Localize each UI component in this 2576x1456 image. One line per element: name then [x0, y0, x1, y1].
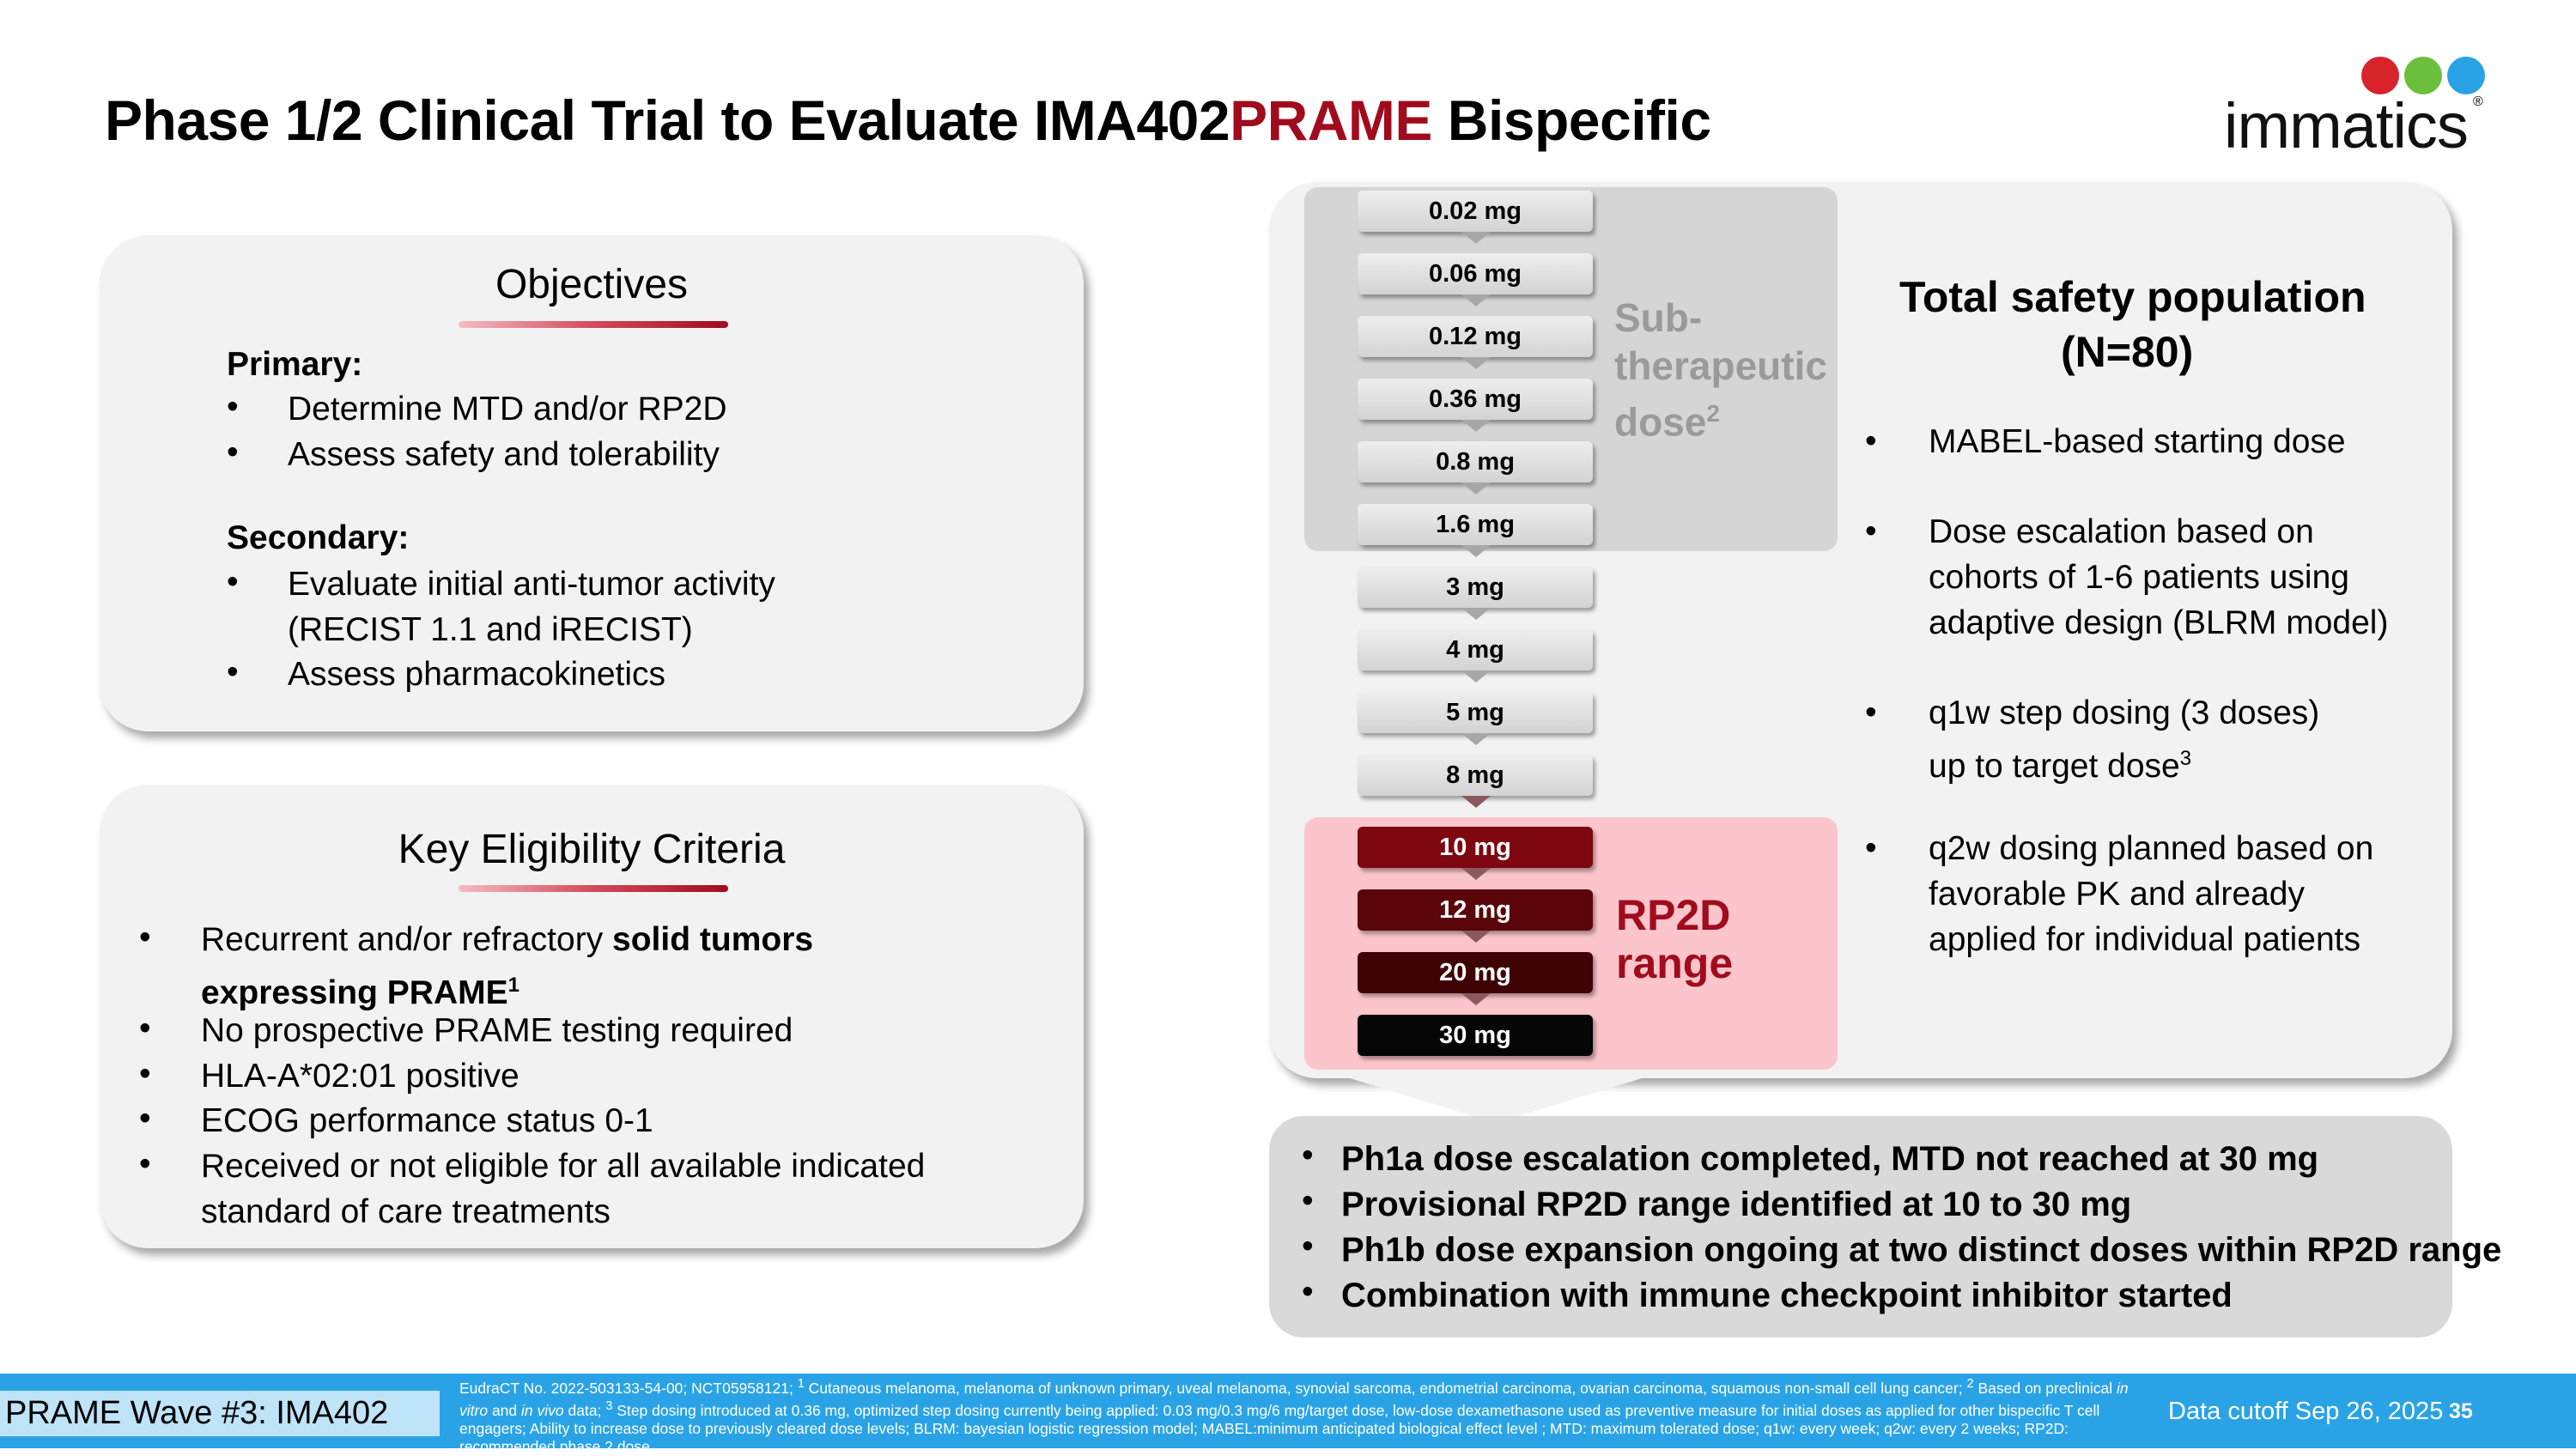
safety-bullet-4-line2: favorable PK and already [1929, 876, 2305, 913]
eligibility-item-5-cont: standard of care treatments [201, 1193, 611, 1230]
immatics-logo: immatics ® [2224, 53, 2490, 161]
bullet: • [139, 1145, 151, 1182]
dose-level-pill: 0.12 mg [1358, 316, 1593, 357]
secondary-item-2: Assess pharmacokinetics [288, 656, 666, 693]
safety-heading-line1: Total safety population [1899, 273, 2366, 321]
summary-item-1: Ph1a dose escalation completed, MTD not … [1341, 1140, 2319, 1178]
bullet: • [1865, 694, 1877, 731]
dose-level-pill: 0.36 mg [1358, 379, 1593, 420]
dose-level-pill: 0.02 mg [1358, 191, 1593, 232]
summary-item-3: Ph1b dose expansion ongoing at two disti… [1341, 1231, 2502, 1269]
footnotes: EudraCT No. 2022-503133-54-00; NCT059581… [459, 1377, 2129, 1455]
dose-level-pill: 0.8 mg [1358, 441, 1593, 482]
logo-red-dot [2361, 57, 2399, 94]
bullet: • [139, 1010, 151, 1046]
bullet: • [227, 563, 239, 600]
dose-step-arrow [1461, 232, 1491, 244]
dose-step-arrow [1461, 733, 1491, 745]
dose-step-arrow [1461, 294, 1491, 306]
bullet: • [227, 653, 239, 690]
eligibility-item-1: Recurrent and/or refractory solid tumors [201, 921, 814, 958]
safety-bullet-2-line2: cohorts of 1-6 patients using [1929, 559, 2349, 596]
safety-bullet-2-line1: Dose escalation based on [1929, 513, 2314, 550]
safety-bullet-4-line3: applied for individual patients [1929, 921, 2361, 958]
bullet: • [1302, 1273, 1314, 1310]
safety-bullet-1: MABEL-based starting dose [1929, 423, 2346, 460]
objectives-box: Objectives Primary: • Determine MTD and/… [100, 235, 1084, 731]
dose-level-pill: 30 mg [1358, 1015, 1593, 1056]
dose-step-arrow [1461, 545, 1491, 557]
safety-bullet-2-line3: adaptive design (BLRM model) [1929, 604, 2389, 641]
primary-label: Primary: [227, 346, 363, 383]
page-number: 35 [2449, 1399, 2473, 1423]
logo-wordmark: immatics [2224, 90, 2469, 161]
dose-level-pill: 3 mg [1358, 567, 1593, 608]
dose-step-arrow [1461, 670, 1491, 682]
slide-title: Phase 1/2 Clinical Trial to Evaluate IMA… [105, 88, 1711, 152]
heading-underline [459, 321, 728, 328]
dose-step-arrow [1461, 608, 1491, 620]
safety-bullet-3-line1: q1w step dosing (3 doses) [1929, 695, 2320, 731]
dose-level-pill: 20 mg [1358, 952, 1593, 993]
dose-level-pill: 5 mg [1358, 692, 1593, 733]
eligibility-item-5: Received or not eligible for all availab… [201, 1148, 926, 1185]
eligibility-box: Key Eligibility Criteria • Recurrent and… [100, 785, 1084, 1248]
bullet: • [1865, 513, 1877, 549]
primary-item-2: Assess safety and tolerability [288, 436, 720, 473]
dose-level-pill: 0.06 mg [1358, 253, 1593, 294]
bullet: • [1865, 829, 1877, 866]
dose-level-pill: 4 mg [1358, 629, 1593, 670]
dose-step-arrow [1461, 931, 1491, 943]
dose-step-arrow [1461, 420, 1491, 432]
dose-level-pill: 12 mg [1358, 889, 1593, 931]
bullet: • [139, 1055, 151, 1092]
bullet: • [139, 919, 151, 956]
eligibility-item-1-cont: expressing PRAME1 [201, 974, 519, 1011]
eligibility-item-2: No prospective PRAME testing required [201, 1012, 793, 1049]
data-cutoff: Data cutoff Sep 26, 2025 [2168, 1398, 2444, 1425]
bullet: • [227, 388, 239, 425]
safety-bullet-3-line2: up to target dose3 [1929, 747, 2192, 785]
bullet: • [1865, 422, 1877, 459]
bullet: • [1302, 1182, 1314, 1219]
dose-step-arrow [1461, 796, 1491, 808]
eligibility-heading: Key Eligibility Criteria [398, 827, 786, 872]
eligibility-item-3: HLA-A*02:01 positive [201, 1058, 519, 1095]
subtherapeutic-zone [1304, 187, 1838, 551]
subtherapeutic-label: Sub- therapeutic dose2 [1614, 295, 1827, 445]
dose-level-pill: 1.6 mg [1358, 504, 1593, 545]
summary-box: • Ph1a dose escalation completed, MTD no… [1269, 1116, 2501, 1338]
logo-blue-dot [2447, 57, 2485, 94]
callout-pointer [1350, 1078, 1642, 1123]
bullet: • [139, 1100, 151, 1137]
secondary-item-1-cont: (RECIST 1.1 and iRECIST) [288, 611, 693, 648]
primary-item-1: Determine MTD and/or RP2D [288, 391, 727, 428]
section-tab: PRAME Wave #3: IMA402 [0, 1391, 440, 1436]
dose-step-arrow [1461, 993, 1491, 1005]
heading-underline [459, 885, 728, 892]
summary-item-2: Provisional RP2D range identified at 10 … [1341, 1186, 2132, 1223]
secondary-label: Secondary: [227, 519, 410, 556]
bullet: • [227, 434, 239, 470]
secondary-item-1: Evaluate initial anti-tumor activity [288, 566, 775, 603]
dose-level-pill: 8 mg [1358, 755, 1593, 796]
dose-step-arrow [1461, 868, 1491, 880]
dose-step-arrow [1461, 357, 1491, 369]
dose-level-pill: 10 mg [1358, 827, 1593, 868]
safety-bullet-4-line1: q2w dosing planned based on [1929, 830, 2374, 867]
dose-step-arrow [1461, 482, 1491, 494]
rp2d-label: RP2D range [1616, 891, 1734, 987]
eligibility-item-4: ECOG performance status 0-1 [201, 1102, 653, 1139]
bullet: • [1302, 1228, 1314, 1265]
title-accent: PRAME [1230, 88, 1432, 152]
bullet: • [1302, 1137, 1314, 1174]
safety-heading-line2: (N=80) [2061, 328, 2194, 376]
objectives-heading: Objectives [495, 262, 689, 307]
summary-item-4: Combination with immune checkpoint inhib… [1341, 1277, 2233, 1314]
logo-green-dot [2404, 57, 2442, 94]
